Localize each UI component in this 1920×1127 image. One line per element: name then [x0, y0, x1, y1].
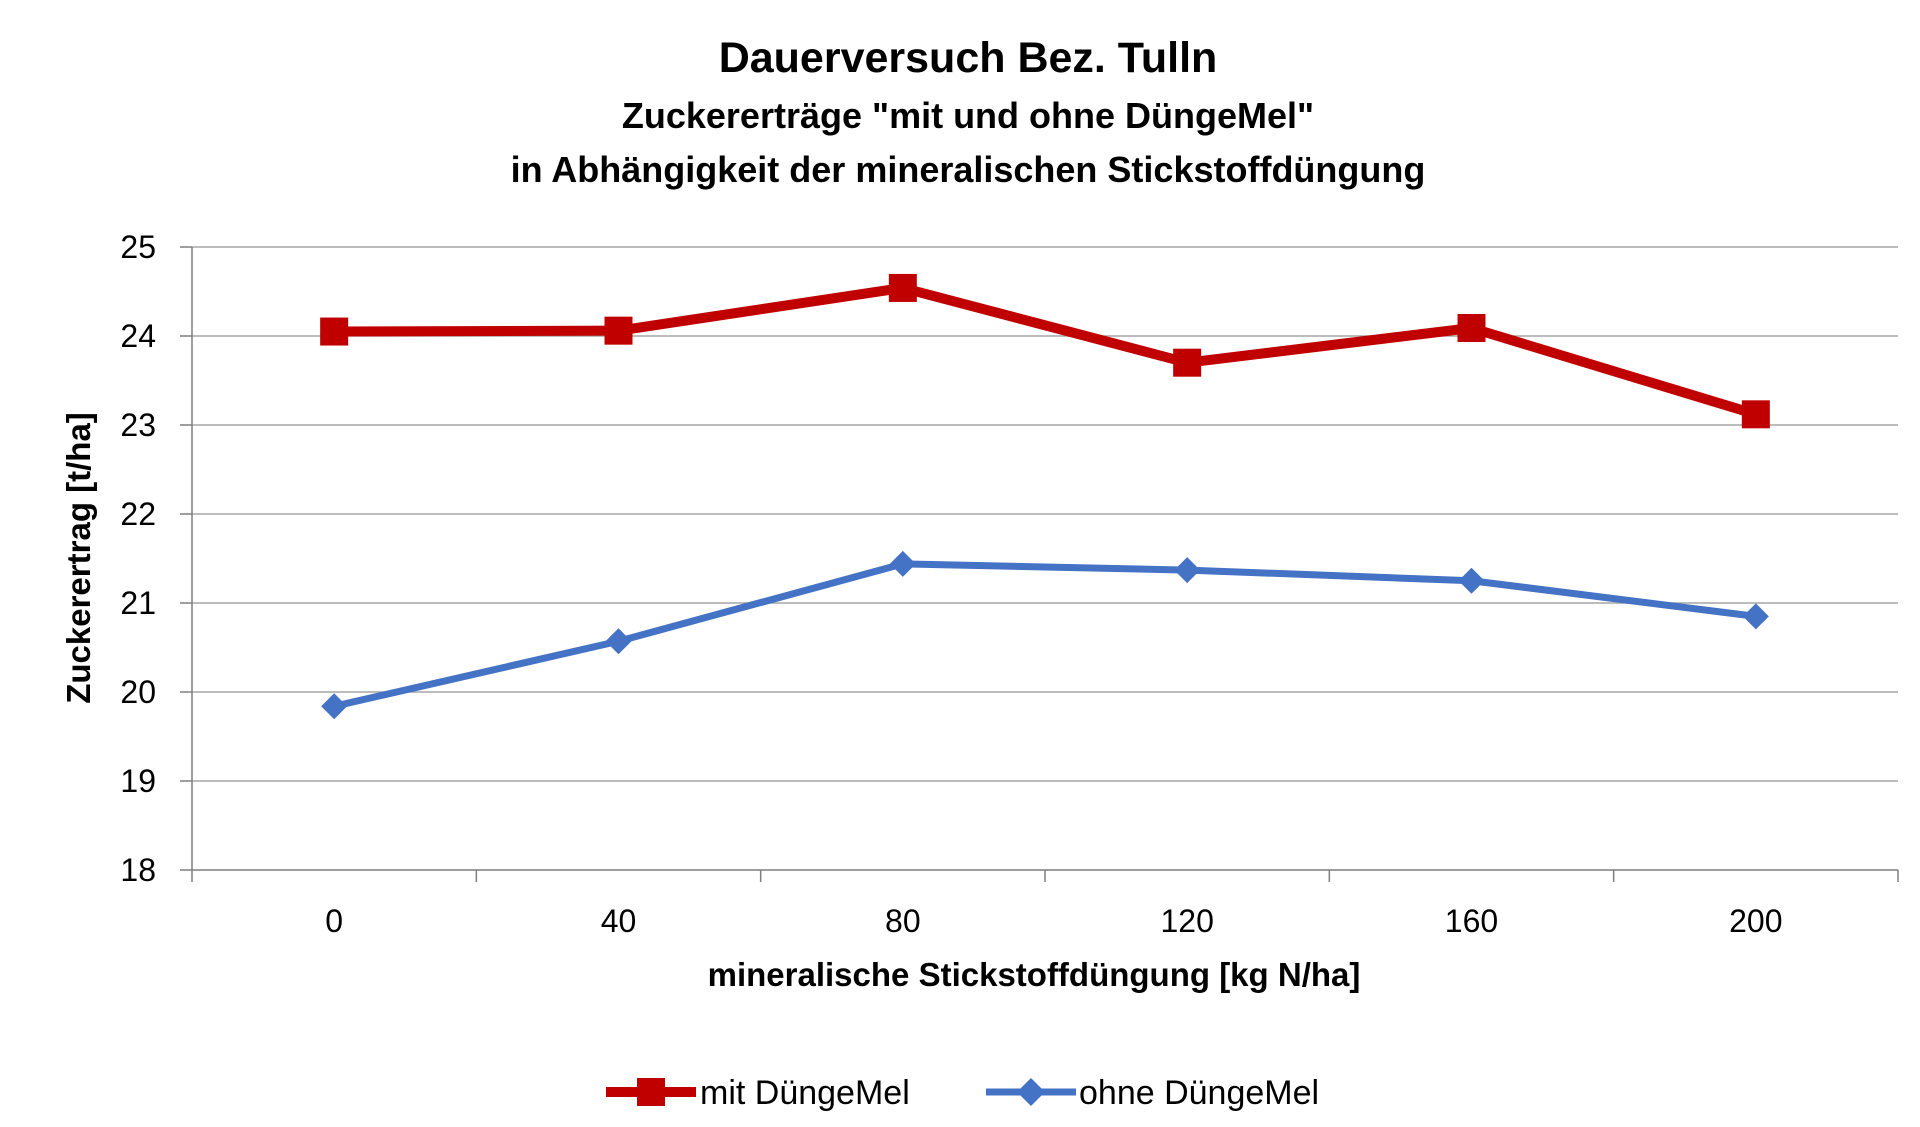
- data-point-ohne-duengemel-40: [605, 628, 632, 655]
- y-tick-label-22: 22: [120, 496, 156, 532]
- legend-marker-mit-duengemel: [637, 1078, 665, 1106]
- x-tick-label-0: 0: [325, 903, 343, 939]
- x-tick-label-160: 160: [1445, 903, 1498, 939]
- data-point-mit-duengemel-200: [1741, 400, 1770, 429]
- x-tick-label-200: 200: [1729, 903, 1782, 939]
- chart-title: Dauerversuch Bez. Tulln: [719, 34, 1218, 82]
- y-tick-labels: 18 19 20 21 22 23 24 25: [120, 229, 156, 888]
- legend-label-mit-duengemel: mit DüngeMel: [700, 1074, 910, 1112]
- series-mit-duengemel: [320, 273, 1770, 429]
- x-tick-label-80: 80: [885, 903, 921, 939]
- data-point-ohne-duengemel-0: [321, 693, 348, 720]
- legend-item-mit-duengemel: mit DüngeMel: [606, 1074, 910, 1112]
- y-tick-label-23: 23: [120, 407, 156, 443]
- legend-marker-ohne-duengemel: [1017, 1078, 1045, 1106]
- data-point-mit-duengemel-160: [1457, 313, 1486, 342]
- chart-subtitle-line-2: in Abhängigkeit der mineralischen Sticks…: [511, 149, 1426, 190]
- legend-label-ohne-duengemel: ohne DüngeMel: [1079, 1074, 1319, 1112]
- data-point-mit-duengemel-0: [320, 317, 349, 346]
- x-axis-title: mineralische Stickstoffdüngung [kg N/ha]: [708, 956, 1361, 993]
- y-axis-title: Zuckerertrag [t/ha]: [60, 412, 97, 704]
- series-line-mit-duengemel: [329, 282, 1761, 420]
- y-tick-label-25: 25: [120, 229, 156, 265]
- series-ohne-duengemel: [321, 550, 1769, 720]
- data-point-ohne-duengemel-120: [1174, 557, 1201, 584]
- x-tick-labels: 0 40 80 120 160 200: [325, 903, 1782, 939]
- y-tick-label-20: 20: [120, 674, 156, 710]
- x-tick-label-120: 120: [1160, 903, 1213, 939]
- y-tick-label-21: 21: [120, 585, 156, 621]
- chart-subtitle-line-1: Zuckererträge "mit und ohne DüngeMel": [622, 95, 1314, 136]
- legend-item-ohne-duengemel: ohne DüngeMel: [986, 1074, 1319, 1112]
- series-group: [320, 273, 1770, 720]
- y-tick-label-24: 24: [120, 318, 156, 354]
- x-tick-label-40: 40: [601, 903, 637, 939]
- data-point-mit-duengemel-120: [1173, 348, 1202, 377]
- data-point-ohne-duengemel-200: [1742, 603, 1769, 630]
- data-point-ohne-duengemel-160: [1458, 567, 1485, 594]
- data-point-mit-duengemel-40: [604, 316, 633, 345]
- y-tick-label-18: 18: [120, 852, 156, 888]
- data-point-ohne-duengemel-80: [889, 550, 916, 577]
- legend: mit DüngeMel ohne DüngeMel: [606, 1074, 1319, 1112]
- axes: [180, 246, 1899, 882]
- series-line-ohne-duengemel: [330, 560, 1760, 710]
- y-tick-label-19: 19: [120, 763, 156, 799]
- data-point-mit-duengemel-80: [888, 273, 917, 302]
